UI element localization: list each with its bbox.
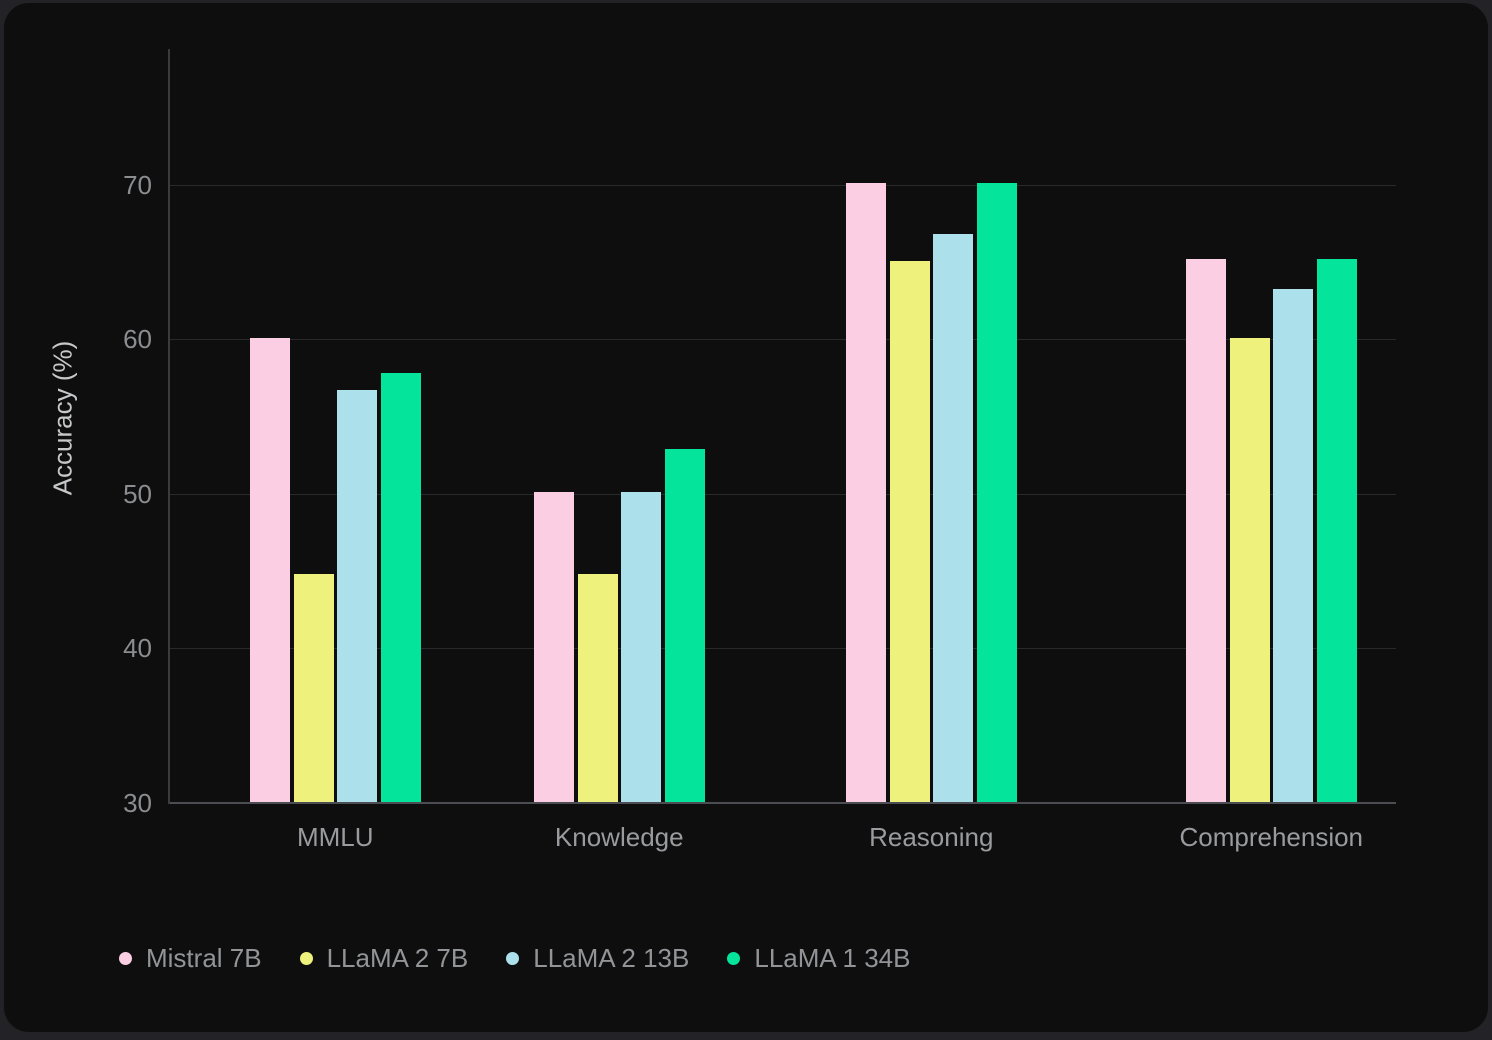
y-tick-label-70: 70 [123, 169, 152, 200]
y-axis-title: Accuracy (%) [47, 340, 78, 496]
chart-legend: Mistral 7B LLaMA 2 7B LLaMA 2 13B LLaMA 1 3… [119, 943, 910, 974]
legend-swatch-icon-llama-1-34b [727, 952, 741, 965]
plot-area [170, 49, 1396, 803]
x-axis-line [170, 802, 1396, 804]
legend-label-llama-1-34b: LLaMA 1 34B [754, 943, 911, 973]
bar-llama-2-7b-knowledge [577, 574, 618, 803]
bar-mistral-7b-knowledge [534, 492, 574, 803]
bar-llama-2-7b-reasoning [889, 260, 930, 803]
legend-label-llama-2-13b: LLaMA 2 13B [533, 943, 690, 973]
bar-llama-2-13b-reasoning [933, 234, 973, 803]
y-tick-label-40: 40 [123, 633, 152, 664]
gridline-40 [170, 648, 1396, 650]
x-label-mmlu: MMLU [296, 822, 374, 852]
bar-llama-1-34b-comprehension [1316, 259, 1357, 803]
legend-swatch-icon-llama-2-7b [299, 952, 313, 965]
y-tick-label-50: 50 [123, 478, 152, 509]
y-tick-label-60: 60 [123, 324, 152, 355]
x-label-comprehension: Comprehension [1179, 822, 1364, 852]
gridline-60 [170, 339, 1396, 341]
legend-swatch-icon-mistral-7b [119, 952, 132, 965]
bar-mistral-7b-reasoning [846, 183, 886, 803]
legend-swatch-icon-llama-2-13b [506, 952, 520, 965]
bar-llama-1-34b-knowledge [664, 449, 705, 803]
legend-item-mistral-7b[interactable]: Mistral 7B [119, 943, 262, 974]
legend-item-llama-2-13b[interactable]: LLaMA 2 13B [506, 943, 689, 974]
y-tick-label-30: 30 [123, 788, 152, 818]
bar-llama-2-13b-knowledge [621, 492, 661, 803]
y-axis-line [168, 49, 170, 804]
legend-item-llama-1-34b[interactable]: LLaMA 1 34B [727, 943, 910, 974]
bar-llama-2-13b-mmlu [337, 390, 377, 803]
bar-mistral-7b-comprehension [1186, 259, 1226, 803]
bar-mistral-7b-mmlu [250, 337, 290, 803]
gridline-50 [170, 493, 1396, 495]
legend-label-mistral-7b: Mistral 7B [146, 943, 262, 973]
x-label-knowledge: Knowledge [554, 822, 684, 852]
bar-llama-1-34b-reasoning [976, 183, 1017, 803]
legend-item-llama-2-7b[interactable]: LLaMA 2 7B [299, 943, 469, 974]
bar-llama-2-7b-mmlu [293, 574, 334, 803]
bar-llama-2-13b-comprehension [1273, 288, 1313, 803]
gridline-70 [170, 184, 1396, 186]
bar-llama-2-7b-comprehension [1229, 337, 1270, 803]
bar-llama-1-34b-mmlu [380, 373, 421, 803]
chart-card: Accuracy (%) Mistral 7B LLaMA 2 7B LLaMA 2… [3, 2, 1489, 1033]
legend-label-llama-2-7b: LLaMA 2 7B [326, 943, 469, 973]
x-label-reasoning: Reasoning [869, 822, 994, 852]
